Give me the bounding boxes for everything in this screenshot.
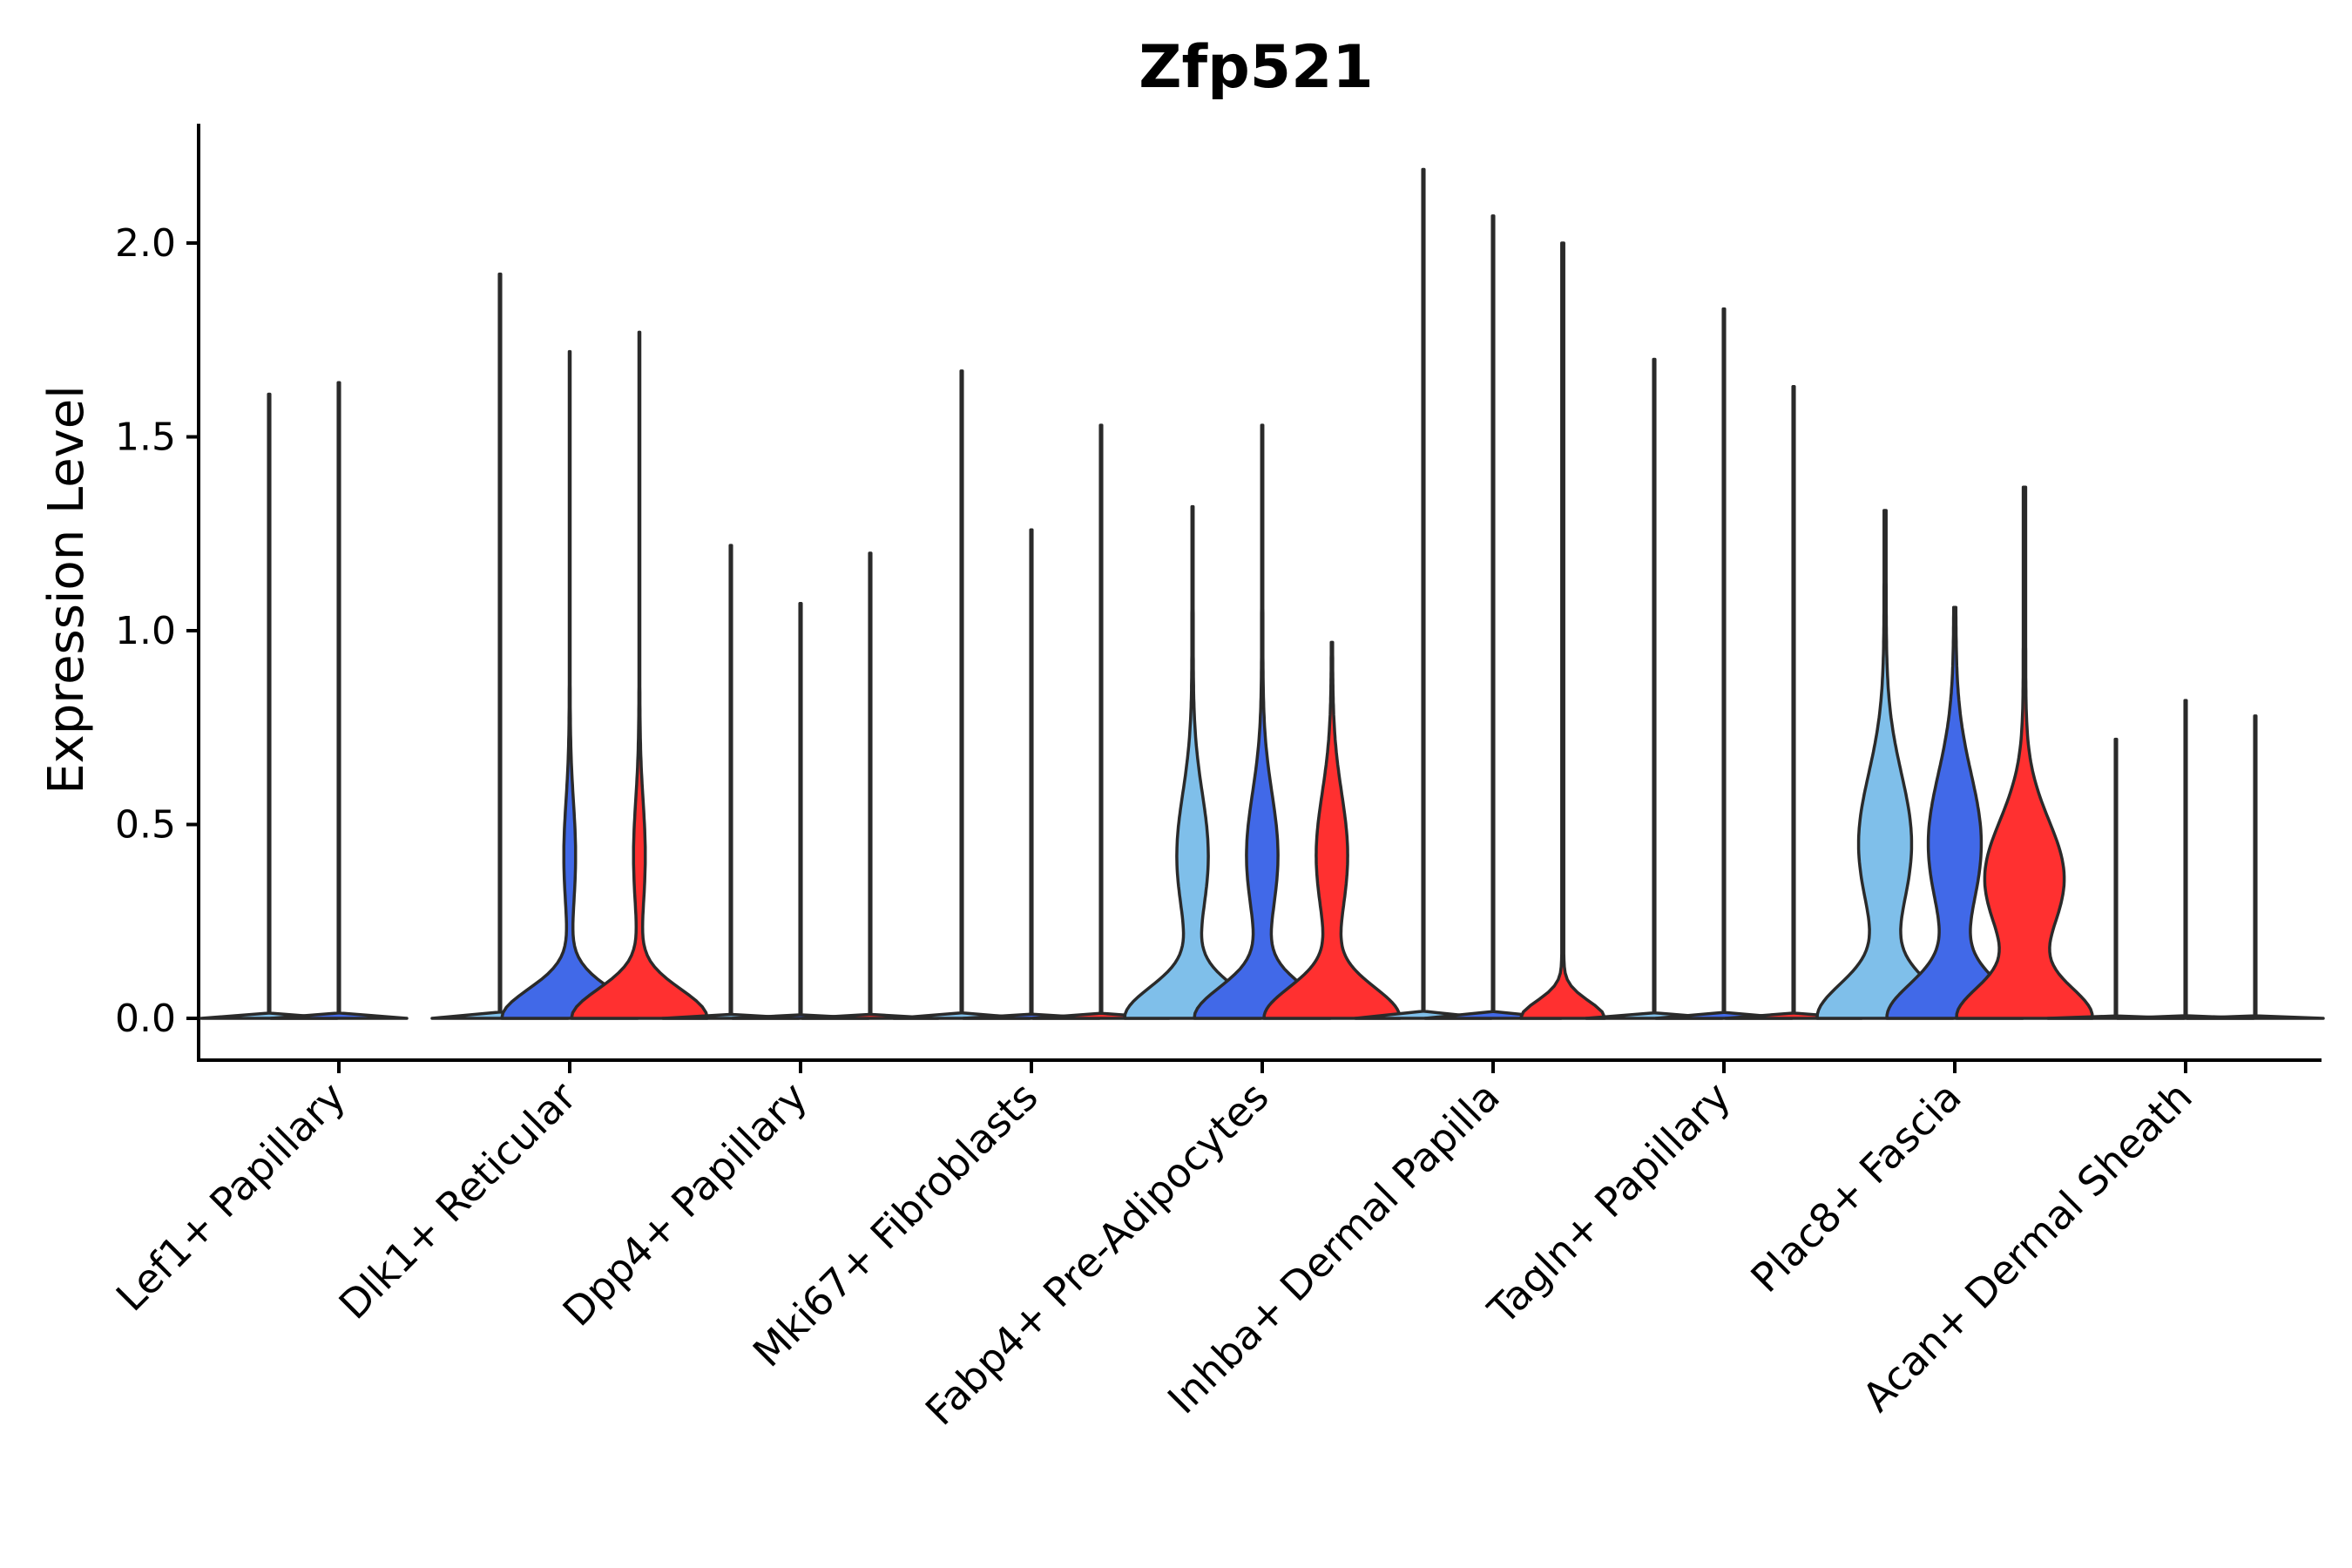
violin-fabp4-pre-adipocytes-group-2 xyxy=(1193,423,1332,1020)
violin-inhba-dermal-papilla-group-2 xyxy=(1423,214,1563,1020)
violin-dpp4-papillary-group-1 xyxy=(661,544,801,1020)
violin-mki67-fibroblasts-group-1 xyxy=(892,369,1031,1020)
x-tick-label-dpp4-papillary: Dpp4+ Papillary xyxy=(554,1073,816,1335)
violin-tagln-papillary-group-1 xyxy=(1585,357,1724,1020)
violin-plac8-fascia-group-3 xyxy=(1955,485,2094,1020)
violin-acan-dermal-sheath-group-1 xyxy=(2046,737,2186,1020)
x-tick-label-plac8-fascia: Plac8+ Fascia xyxy=(1741,1073,1970,1301)
x-tick-label-lef1-papillary: Lef1+ Papillary xyxy=(107,1073,355,1321)
y-tick-label: 0.0 xyxy=(115,997,176,1041)
violin-dlk1-reticular-group-1 xyxy=(430,272,570,1020)
violin-lef1-papillary-group-2 xyxy=(269,381,409,1020)
violin-plac8-fascia-group-1 xyxy=(1815,509,1955,1020)
violin-lef1-papillary-group-1 xyxy=(199,392,339,1020)
violin-fabp4-pre-adipocytes-group-1 xyxy=(1123,504,1262,1020)
x-tick-label-tagln-papillary: Tagln+ Papillary xyxy=(1478,1073,1740,1335)
violin-inhba-dermal-papilla-group-1 xyxy=(1354,167,1493,1020)
violin-acan-dermal-sheath-group-2 xyxy=(2116,699,2255,1020)
y-tick-label: 1.5 xyxy=(115,416,176,460)
violin-mki67-fibroblasts-group-2 xyxy=(962,528,1101,1020)
violin-acan-dermal-sheath-group-3 xyxy=(2186,714,2325,1020)
y-axis-label: Expression Level xyxy=(38,385,95,794)
violin-fabp4-pre-adipocytes-group-3 xyxy=(1262,640,1402,1020)
violin-tagln-papillary-group-3 xyxy=(1724,384,1863,1020)
y-tick-label: 0.5 xyxy=(115,803,176,848)
y-tick-label: 1.0 xyxy=(115,609,176,653)
x-tick-label-dlk1-reticular: Dlk1+ Reticular xyxy=(330,1073,585,1328)
y-ticks: 0.0 0.5 1.0 1.5 2.0 xyxy=(115,221,199,1041)
violin-inhba-dermal-papilla-group-3 xyxy=(1518,241,1607,1020)
chart-title: Zfp521 xyxy=(1139,33,1374,102)
violin-dpp4-papillary-group-3 xyxy=(801,551,940,1020)
violin-dpp4-papillary-group-2 xyxy=(731,602,870,1020)
violin-mki67-fibroblasts-group-3 xyxy=(1031,423,1171,1020)
violin-tagln-papillary-group-2 xyxy=(1654,307,1794,1020)
violins xyxy=(199,167,2325,1020)
violin-dlk1-reticular-group-2 xyxy=(500,349,639,1020)
y-tick-label: 2.0 xyxy=(115,221,176,266)
violin-plac8-fascia-group-2 xyxy=(1885,605,2024,1020)
violin-dlk1-reticular-group-3 xyxy=(570,330,709,1020)
